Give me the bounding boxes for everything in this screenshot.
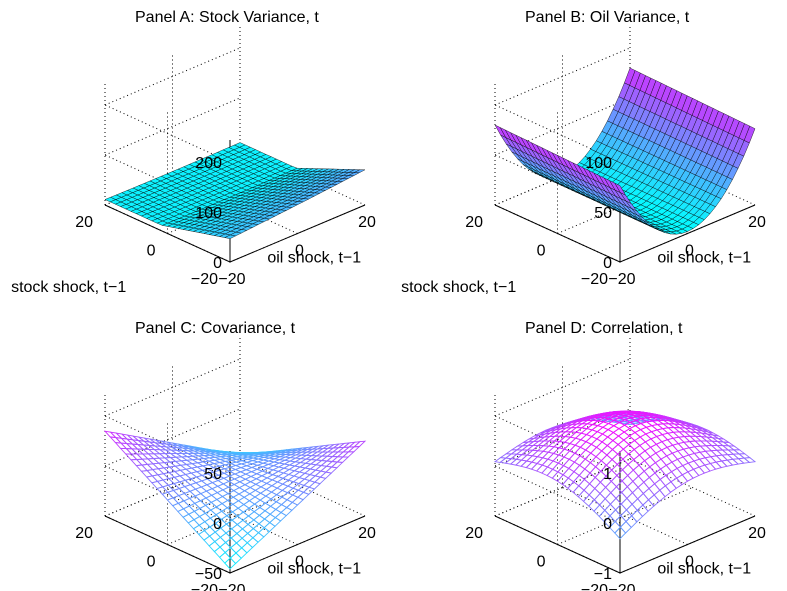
y-tick-label: 0 <box>537 243 546 260</box>
panel-title: Panel D: Correlation, t <box>525 320 683 337</box>
grid-line <box>494 465 621 524</box>
z-tick-label: 0 <box>213 255 222 272</box>
grid-line <box>562 487 688 545</box>
grid-line <box>104 104 231 163</box>
grid-line <box>104 97 241 156</box>
grid-line <box>494 458 631 517</box>
z-tick-label: −50 <box>195 566 222 583</box>
panel-title: Panel B: Oil Variance, t <box>525 9 690 26</box>
grid-line <box>629 458 756 517</box>
panel-c: Panel C: Covariance, t −50 0 50 20 0 −20 −20 0 20… <box>11 320 376 591</box>
panel-d: Panel D: Correlation, t−101200−20−20020s… <box>401 320 766 591</box>
y-axis <box>104 204 231 263</box>
panel-title: Panel C: Covariance, t <box>135 320 296 337</box>
grid-line <box>104 47 241 106</box>
panel-a: Panel A: Stock Variance, t0100200200−20−… <box>11 9 376 296</box>
x-tick-label: −20 <box>218 271 245 288</box>
z-tick-label: 100 <box>585 155 612 172</box>
grid-line <box>557 176 693 234</box>
grid-line <box>494 104 621 163</box>
grid-line <box>172 487 298 545</box>
z-tick-label: 50 <box>594 205 612 222</box>
y-tick-label: −20 <box>191 582 218 591</box>
z-tick-label: 1 <box>603 466 612 483</box>
x-axis-label: oil shock, t−1 <box>657 250 751 267</box>
grid-line <box>104 458 241 517</box>
x-tick-label: 20 <box>748 214 766 231</box>
surface-cell <box>743 125 756 144</box>
y-axis <box>104 515 231 574</box>
x-axis-label: oil shock, t−1 <box>267 561 361 578</box>
x-tick-label: 0 <box>685 243 694 260</box>
y-tick-label: 0 <box>537 554 546 571</box>
grid-line <box>167 487 303 545</box>
y-tick-label: −20 <box>581 582 608 591</box>
grid-line <box>239 458 366 517</box>
x-axis-label: oil shock, t−1 <box>657 561 751 578</box>
x-tick-label: 20 <box>748 525 766 542</box>
x-tick-label: 0 <box>295 554 304 571</box>
y-axis-label: stock shock, t−1 <box>401 279 516 296</box>
x-axis-label: oil shock, t−1 <box>267 250 361 267</box>
y-tick-label: 0 <box>147 243 156 260</box>
z-tick-label: −1 <box>594 566 612 583</box>
grid-line <box>557 487 693 545</box>
surface <box>104 142 366 239</box>
y-tick-label: 0 <box>147 554 156 571</box>
y-tick-label: 20 <box>465 214 483 231</box>
grid-line <box>494 47 631 106</box>
surface <box>103 430 367 570</box>
y-tick-label: 20 <box>75 525 93 542</box>
y-axis <box>494 515 621 574</box>
y-tick-label: 20 <box>75 214 93 231</box>
y-axis-label: stock shock, t−1 <box>11 279 126 296</box>
y-tick-label: −20 <box>581 271 608 288</box>
y-tick-label: 20 <box>465 525 483 542</box>
x-tick-label: 20 <box>358 525 376 542</box>
surface <box>494 67 756 235</box>
x-tick-label: −20 <box>608 582 635 591</box>
z-tick-label: 200 <box>195 155 222 172</box>
z-tick-label: 50 <box>204 466 222 483</box>
grid-line <box>494 358 631 417</box>
grid-line <box>494 408 631 467</box>
z-tick-label: 100 <box>195 205 222 222</box>
x-tick-label: 0 <box>685 554 694 571</box>
grid-line <box>104 358 241 417</box>
surface <box>493 410 757 540</box>
z-tick-label: 0 <box>213 516 222 533</box>
x-tick-label: −20 <box>218 582 245 591</box>
grid-line <box>494 415 621 474</box>
grid-line <box>104 465 231 524</box>
y-axis <box>494 204 621 263</box>
panel-title: Panel A: Stock Variance, t <box>135 9 319 26</box>
x-axis <box>619 204 756 263</box>
y-tick-label: −20 <box>191 271 218 288</box>
surface-cell <box>743 457 757 463</box>
x-tick-label: 0 <box>295 243 304 260</box>
grid-line <box>494 147 631 206</box>
x-tick-label: −20 <box>608 271 635 288</box>
x-axis <box>229 515 366 574</box>
x-axis <box>229 204 366 263</box>
surface-cell <box>354 169 366 173</box>
x-axis <box>619 515 756 574</box>
surface-cell <box>352 440 367 448</box>
z-tick-label: 0 <box>603 255 612 272</box>
x-tick-label: 20 <box>358 214 376 231</box>
z-tick-label: 0 <box>603 516 612 533</box>
